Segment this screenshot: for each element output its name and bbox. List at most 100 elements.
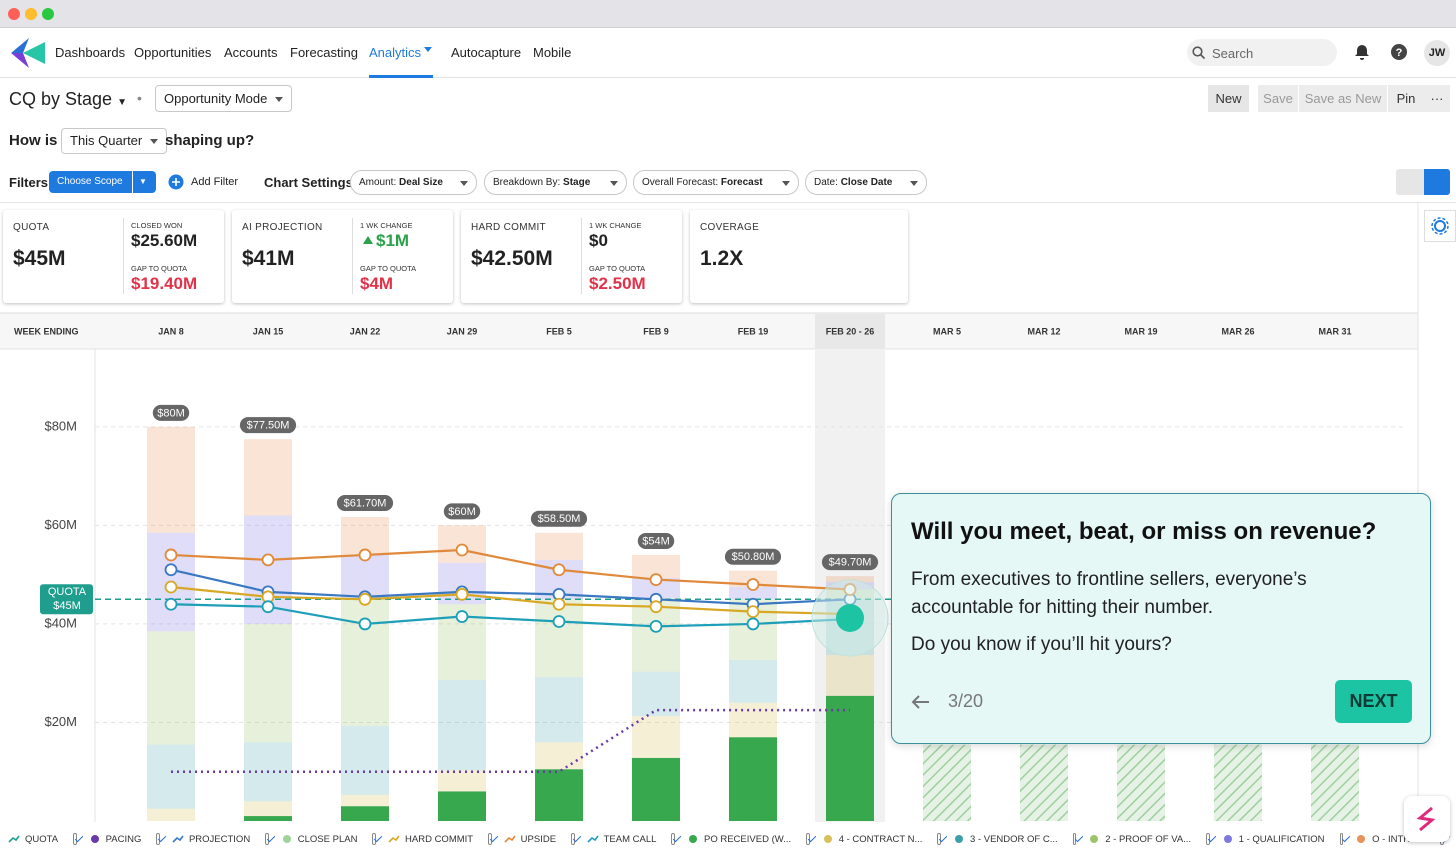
legend-checkbox[interactable] [806, 833, 810, 845]
legend-checkbox[interactable] [156, 833, 160, 845]
pacing-line [171, 708, 850, 773]
tour-back-arrow[interactable] [910, 693, 932, 711]
nav-item[interactable]: Analytics [369, 45, 422, 60]
legend-marker [90, 835, 99, 843]
series-point [552, 597, 566, 611]
series-line [170, 603, 851, 628]
logo [11, 38, 45, 68]
bar-segment [632, 671, 680, 717]
bar-segment [341, 806, 389, 821]
period-select[interactable]: This Quarter [61, 128, 168, 154]
legend-item[interactable]: PACING [89, 834, 141, 845]
settings-panel-button[interactable] [1424, 210, 1456, 242]
choose-scope-text: Choose Scope [57, 176, 123, 187]
toolbar-button[interactable]: New [1208, 85, 1249, 112]
legend-checkbox[interactable] [372, 833, 377, 845]
bar-segment [244, 816, 292, 821]
legend-checkbox[interactable] [937, 833, 942, 845]
nav-item[interactable]: Opportunities [134, 45, 212, 60]
series-point [455, 610, 469, 623]
bar-segment [147, 426, 195, 533]
kpi-divider [581, 218, 582, 294]
more-button[interactable]: ··· [1424, 85, 1450, 112]
legend-item[interactable]: UPSIDE [504, 834, 556, 845]
view-toggle[interactable] [1396, 169, 1450, 195]
legend-checkbox[interactable] [265, 833, 269, 845]
avatar[interactable]: JW [1424, 40, 1450, 66]
legend-checkbox[interactable] [1072, 833, 1077, 845]
tour-beacon [836, 604, 864, 632]
bar-segment [826, 695, 874, 821]
series-line [170, 568, 851, 606]
legend-label: CLOSE PLAN [297, 833, 358, 845]
tour-step: 3/20 [948, 691, 984, 711]
nav-item[interactable]: Mobile [533, 45, 572, 60]
legend-item[interactable]: 2 - PROOF OF VA... [1088, 834, 1191, 845]
choose-scope-button[interactable]: Choose Scope ▼ [49, 171, 156, 193]
legend-checkbox[interactable] [488, 833, 492, 845]
help-launcher[interactable] [1404, 796, 1450, 842]
legend-dot [1223, 835, 1232, 843]
view-title-text: CQ by Stage [9, 89, 113, 109]
add-filter-icon [168, 174, 184, 190]
legend-label: TEAM CALL [603, 833, 657, 845]
setting-select[interactable]: Breakdown By: Stage [484, 170, 627, 195]
legend-dot [1357, 835, 1366, 843]
bar-segment [341, 725, 389, 795]
nav-item[interactable]: Accounts [224, 45, 278, 60]
legend-item[interactable]: 3 - VENDOR OF C... [953, 834, 1058, 845]
legend-item[interactable]: PO RECEIVED (W... [687, 834, 791, 845]
legend-checkbox[interactable] [73, 833, 77, 845]
legend-checkbox[interactable] [571, 833, 575, 845]
legend-item[interactable]: 4 - CONTRACT N... [822, 834, 922, 845]
nav-item[interactable]: Dashboards [55, 45, 126, 60]
add-filter-button[interactable]: Add Filter [191, 176, 239, 188]
bar-segment [244, 623, 292, 743]
legend-checkbox[interactable] [1339, 833, 1344, 845]
search-box[interactable]: Search [1187, 39, 1337, 66]
legend-item[interactable]: QUOTA [8, 834, 58, 845]
kpi-detail-value: $25.60M [131, 231, 198, 250]
toolbar-button[interactable]: Save [1258, 85, 1298, 112]
total-label: $80M [157, 407, 185, 419]
setting-key: Overall Forecast: [642, 177, 719, 188]
legend-marker [689, 835, 697, 843]
legend-marker [8, 835, 20, 843]
setting-select[interactable]: Overall Forecast: Forecast [633, 170, 799, 195]
notifications-icon[interactable] [1352, 42, 1372, 62]
setting-select[interactable]: Amount: Deal Size [350, 170, 477, 195]
y-tick-label: $80M [44, 418, 77, 433]
setting-select[interactable]: Date: Close Date [805, 170, 927, 195]
legend-item[interactable]: O - INTRO... [1355, 834, 1425, 845]
tour-next-button[interactable]: NEXT [1335, 680, 1412, 723]
kpi-detail-label: 1 WK CHANGE [360, 221, 413, 230]
legend-item[interactable]: 1 - QUALIFICATION [1222, 834, 1325, 845]
svg-text:?: ? [1396, 47, 1403, 59]
view-title[interactable]: CQ by Stage ▼ [9, 89, 127, 109]
x-tick-label: JAN 29 [447, 326, 478, 336]
toolbar-button[interactable]: Pin [1388, 85, 1424, 112]
nav-item[interactable]: Autocapture [451, 45, 522, 60]
quota-badge-name: QUOTA [48, 586, 87, 598]
divider [0, 202, 1456, 203]
mode-select[interactable]: Opportunity Mode [155, 85, 293, 112]
bar-segment [147, 631, 195, 745]
legend-dot [1090, 835, 1099, 843]
setting-key: Breakdown By: [493, 177, 561, 188]
legend-item[interactable]: HARD COMMIT [388, 834, 473, 845]
help-icon[interactable]: ? [1390, 43, 1408, 61]
filters-label: Filters [9, 175, 49, 190]
setting-key: Amount: [359, 177, 397, 188]
legend-item[interactable]: CLOSE PLAN [281, 833, 358, 845]
kpi-detail-label: CLOSED WON [131, 221, 183, 230]
legend-checkbox[interactable] [671, 833, 675, 845]
legend-item[interactable]: PROJECTION [172, 834, 250, 845]
x-tick-label: MAR 31 [1318, 326, 1351, 336]
legend-item[interactable]: TEAM CALL [587, 833, 657, 845]
nav-item[interactable]: Forecasting [290, 45, 358, 60]
bar-segment [438, 791, 486, 821]
toolbar-button[interactable]: Save as New [1299, 85, 1387, 112]
legend-checkbox[interactable] [1206, 833, 1210, 845]
legend-dot [282, 835, 291, 843]
legend-label: QUOTA [25, 833, 59, 845]
